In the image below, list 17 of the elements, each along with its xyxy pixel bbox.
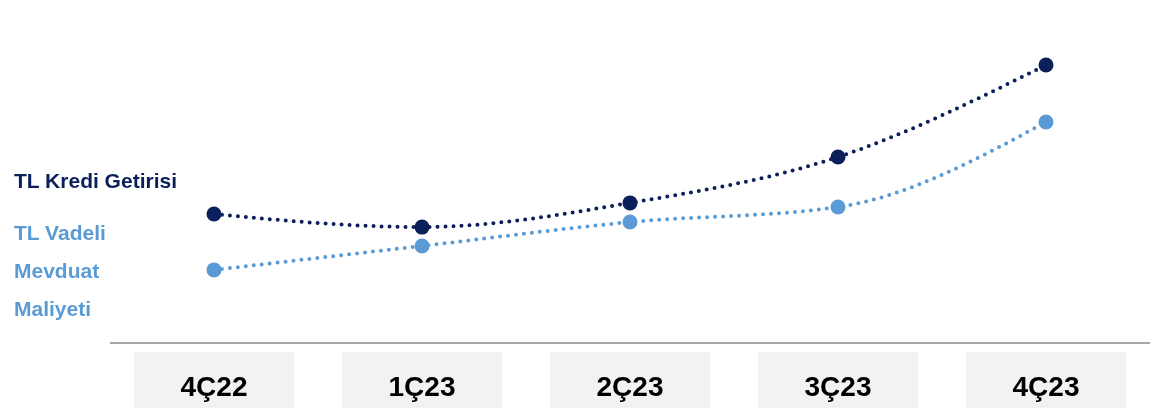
x-tick-label: 2Ç23 <box>596 371 664 402</box>
point <box>414 219 430 235</box>
point <box>206 206 222 222</box>
text: TL Vadeli Mevduat Maliyeti <box>14 220 106 320</box>
point <box>830 199 846 215</box>
x-tick-label: 4Ç23 <box>1012 371 1080 402</box>
point <box>206 262 222 278</box>
point <box>1038 114 1054 130</box>
x-tick-label: 1Ç23 <box>388 371 456 402</box>
x-tick-label: 4Ç22 <box>180 371 248 402</box>
point <box>1038 57 1054 73</box>
x-tick-label: 3Ç23 <box>804 371 872 402</box>
point <box>622 195 638 211</box>
point <box>622 214 638 230</box>
point <box>414 238 430 254</box>
point <box>830 149 846 165</box>
series-label: TL Kredi Getirisi <box>14 169 177 193</box>
